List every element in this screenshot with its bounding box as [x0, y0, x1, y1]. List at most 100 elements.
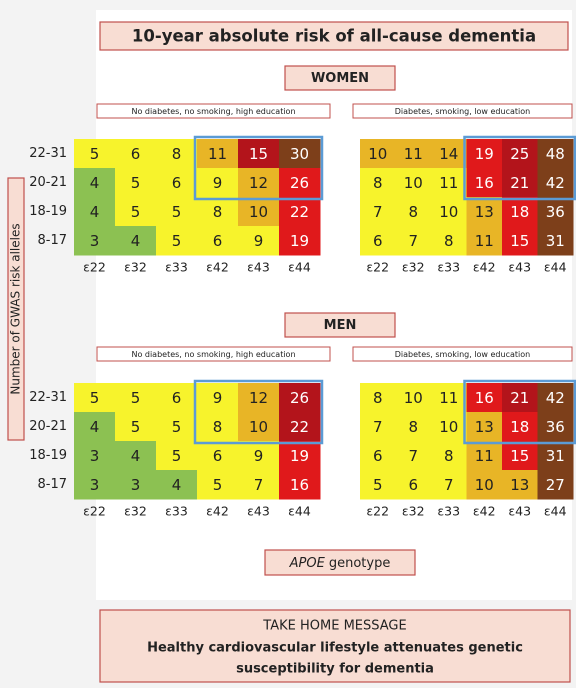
- subgroup-label: Diabetes, smoking, low education: [395, 107, 530, 116]
- cell: [238, 470, 280, 500]
- cell-value: 3: [90, 476, 100, 494]
- cell-value: 5: [172, 203, 182, 221]
- message-line: susceptibility for dementia: [236, 662, 434, 677]
- cell-value: 9: [213, 174, 223, 192]
- cell-value: 15: [510, 447, 529, 465]
- cell: [537, 168, 574, 198]
- cell-value: 11: [439, 389, 458, 407]
- column-label: ε22: [83, 504, 106, 519]
- cell: [537, 197, 574, 227]
- cell-value: 18: [510, 418, 529, 436]
- column-label: ε32: [402, 260, 425, 275]
- column-label: ε33: [165, 260, 188, 275]
- cell-value: 42: [546, 174, 565, 192]
- cell: [156, 226, 198, 256]
- cell: [156, 383, 198, 413]
- cell-value: 8: [172, 145, 182, 163]
- cell-value: 30: [290, 145, 309, 163]
- cell-value: 5: [131, 389, 141, 407]
- cell-value: 19: [290, 232, 309, 250]
- subgroup-box: [96, 346, 331, 362]
- group-label: WOMEN: [311, 71, 369, 86]
- cell: [466, 383, 503, 413]
- cell: [431, 168, 467, 198]
- cell-value: 7: [254, 476, 264, 494]
- highlight-box: [193, 135, 324, 201]
- cell: [74, 168, 116, 198]
- cell-value: 5: [172, 447, 182, 465]
- cell: [466, 470, 503, 500]
- row-label: 22-31: [29, 390, 67, 405]
- column-label: ε22: [83, 260, 106, 275]
- column-label: ε44: [544, 260, 567, 275]
- column-label: ε33: [437, 260, 460, 275]
- row-label: 18-19: [29, 204, 67, 219]
- cell-value: 5: [90, 389, 100, 407]
- cell: [360, 441, 396, 471]
- y-axis-label: Number of GWAS risk alleles: [9, 223, 23, 394]
- cell: [279, 139, 321, 169]
- cell: [502, 197, 538, 227]
- subgroup-label: Diabetes, smoking, low education: [395, 350, 530, 359]
- cell-value: 16: [290, 476, 309, 494]
- cell: [115, 226, 157, 256]
- row-label: 20-21: [29, 419, 67, 434]
- cell-value: 36: [546, 203, 565, 221]
- cell-value: 12: [249, 174, 268, 192]
- cell-value: 8: [444, 232, 454, 250]
- cell-value: 7: [373, 203, 383, 221]
- title-box: [99, 21, 569, 51]
- cell-value: 8: [213, 418, 223, 436]
- message-heading: TAKE HOME MESSAGE: [262, 619, 406, 634]
- cell: [466, 139, 503, 169]
- cell: [156, 139, 198, 169]
- cell-value: 5: [131, 174, 141, 192]
- message-box: [99, 609, 571, 683]
- cell: [360, 139, 396, 169]
- cell-value: 15: [510, 232, 529, 250]
- cell-value: 8: [408, 418, 418, 436]
- cell-value: 21: [510, 174, 529, 192]
- column-label: ε43: [247, 260, 270, 275]
- cell: [115, 441, 157, 471]
- cell-value: 19: [290, 447, 309, 465]
- cell: [238, 412, 280, 442]
- x-label-italic: APOE: [289, 556, 326, 571]
- column-label: ε44: [544, 504, 567, 519]
- cell-value: 42: [546, 389, 565, 407]
- x-label-box: [264, 549, 416, 576]
- column-label: ε44: [288, 504, 311, 519]
- cell: [395, 441, 432, 471]
- cell-value: 26: [290, 174, 309, 192]
- cell-value: 7: [408, 447, 418, 465]
- cell: [74, 197, 116, 227]
- group-label: MEN: [324, 318, 357, 333]
- cell: [74, 441, 116, 471]
- group-box: [284, 312, 396, 338]
- cell: [197, 226, 239, 256]
- row-label: 8-17: [37, 477, 67, 492]
- cell: [115, 168, 157, 198]
- cell: [197, 441, 239, 471]
- message-line: Healthy cardiovascular lifestyle attenua…: [147, 641, 523, 656]
- column-label: ε42: [206, 260, 229, 275]
- cell-value: 6: [131, 145, 141, 163]
- cell-value: 9: [213, 389, 223, 407]
- cell-value: 10: [439, 203, 458, 221]
- cell-value: 7: [408, 232, 418, 250]
- cell: [197, 197, 239, 227]
- cell: [431, 197, 467, 227]
- column-label: ε43: [508, 260, 531, 275]
- cell: [431, 470, 467, 500]
- highlight-box: [463, 135, 576, 201]
- cell: [360, 383, 396, 413]
- cell: [466, 441, 503, 471]
- column-label: ε32: [402, 504, 425, 519]
- cell: [238, 226, 280, 256]
- cell-value: 13: [510, 476, 529, 494]
- column-label: ε32: [124, 504, 147, 519]
- cell-value: 25: [510, 145, 529, 163]
- highlight-box: [463, 379, 576, 445]
- cell-value: 4: [90, 418, 100, 436]
- cell: [156, 197, 198, 227]
